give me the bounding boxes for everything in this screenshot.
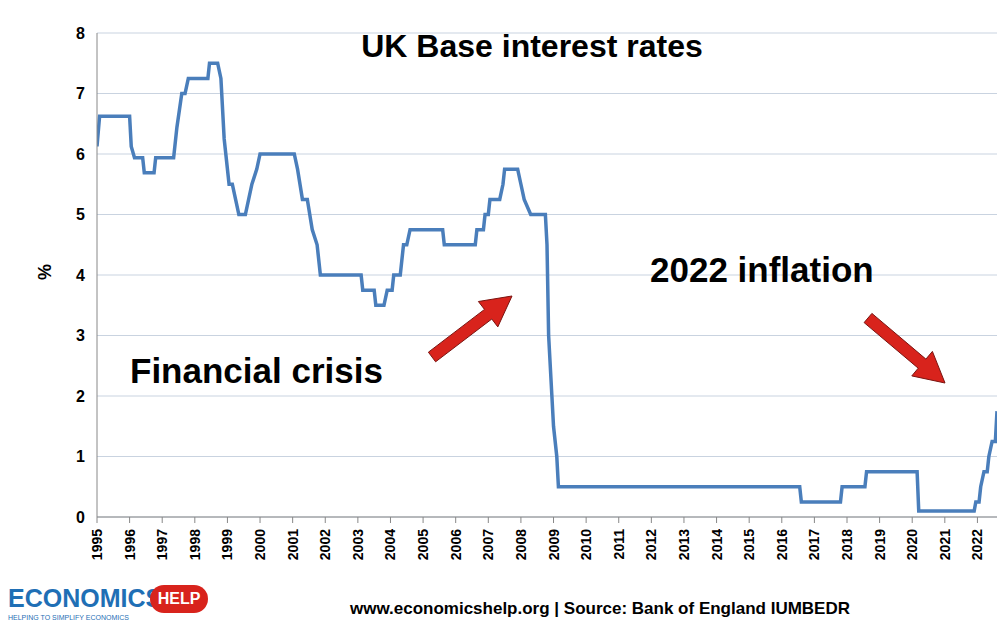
svg-text:2015: 2015 [741, 529, 757, 560]
svg-text:8: 8 [76, 25, 85, 42]
svg-text:Financial crisis: Financial crisis [130, 351, 383, 390]
svg-text:1997: 1997 [154, 529, 170, 560]
svg-text:2: 2 [76, 388, 85, 405]
svg-text:1998: 1998 [187, 529, 203, 560]
svg-text:2006: 2006 [448, 529, 464, 560]
svg-text:1995: 1995 [89, 529, 105, 560]
svg-text:1: 1 [76, 448, 85, 465]
svg-text:2020: 2020 [904, 529, 920, 560]
svg-text:2019: 2019 [872, 529, 888, 560]
svg-text:2004: 2004 [382, 529, 398, 560]
svg-text:2022: 2022 [969, 529, 985, 560]
svg-text:1999: 1999 [219, 529, 235, 560]
svg-text:%: % [35, 264, 55, 280]
svg-text:2007: 2007 [480, 529, 496, 560]
svg-text:4: 4 [76, 267, 85, 284]
svg-text:2000: 2000 [252, 529, 268, 560]
svg-text:2008: 2008 [513, 529, 529, 560]
svg-text:HELPING TO SIMPLIFY ECONOMICS: HELPING TO SIMPLIFY ECONOMICS [8, 614, 129, 621]
svg-text:2013: 2013 [676, 529, 692, 560]
svg-text:HELP: HELP [158, 590, 201, 607]
svg-text:2012: 2012 [643, 529, 659, 560]
svg-text:0: 0 [76, 509, 85, 526]
svg-text:7: 7 [76, 85, 85, 102]
svg-text:3: 3 [76, 327, 85, 344]
svg-text:2017: 2017 [806, 529, 822, 560]
svg-text:UK Base interest rates: UK Base interest rates [361, 28, 702, 64]
svg-text:2022 inflation: 2022 inflation [650, 250, 874, 289]
svg-text:2009: 2009 [546, 529, 562, 560]
svg-text:2016: 2016 [774, 529, 790, 560]
svg-text:6: 6 [76, 146, 85, 163]
svg-text:2005: 2005 [415, 529, 431, 560]
svg-text:5: 5 [76, 206, 85, 223]
svg-text:www.economicshelp.org | Source: www.economicshelp.org | Source: Bank of … [349, 599, 850, 618]
svg-text:2002: 2002 [317, 529, 333, 560]
svg-text:2001: 2001 [285, 529, 301, 560]
svg-text:2003: 2003 [350, 529, 366, 560]
svg-text:2011: 2011 [611, 529, 627, 560]
svg-text:1996: 1996 [122, 529, 138, 560]
svg-text:2018: 2018 [839, 529, 855, 560]
svg-text:2014: 2014 [709, 529, 725, 560]
svg-text:ECONOMICS: ECONOMICS [8, 584, 162, 612]
svg-text:2010: 2010 [578, 529, 594, 560]
svg-text:2021: 2021 [937, 529, 953, 560]
